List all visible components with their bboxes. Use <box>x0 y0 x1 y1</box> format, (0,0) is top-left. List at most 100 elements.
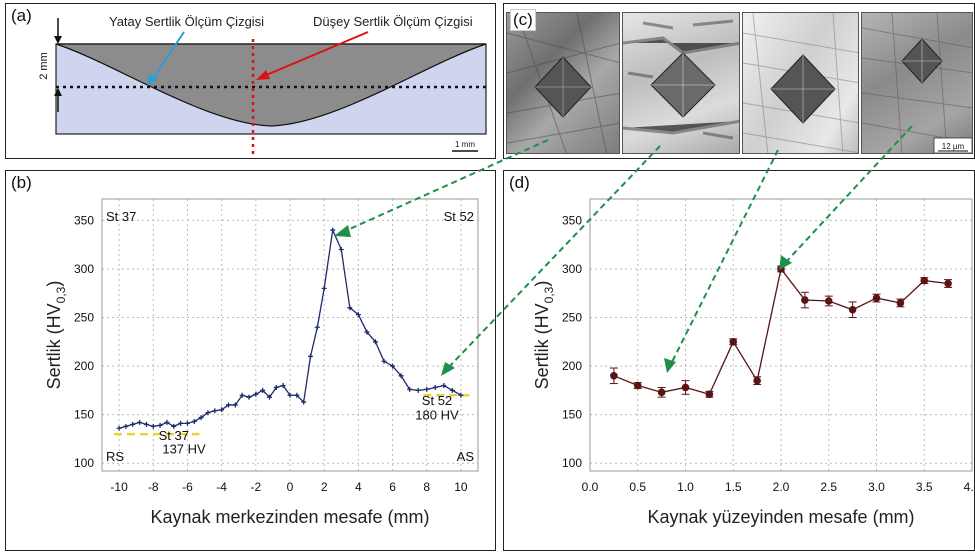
panel-d: 100 150 200 250 300 350 0.0 0.5 1.0 1.5 2.0 2.5 3.0 3… <box>503 170 975 551</box>
x-tick-label: 2.0 <box>773 480 790 494</box>
chart-b: 100 150 200 250 300 350 -10 -8 -6 -4 -2 0 2 4 6 8 10 Kayn… <box>44 198 479 527</box>
data-point <box>184 420 190 426</box>
depth-arrowhead-bottom <box>54 88 62 96</box>
y-tick-label: 350 <box>74 213 94 227</box>
y-tick-label: 250 <box>74 311 94 325</box>
panel-label-b: (b) <box>9 173 34 193</box>
data-point <box>415 387 421 393</box>
scale-label-c: 12 µm <box>942 142 965 151</box>
micrograph-2-texture <box>623 19 739 140</box>
data-point <box>338 247 344 253</box>
data-point <box>364 329 370 335</box>
data-point <box>232 402 238 408</box>
data-point <box>753 376 761 385</box>
horizontal-callout-arrowhead <box>147 74 158 86</box>
data-point <box>294 392 300 398</box>
data-point <box>330 227 336 233</box>
x-tick-label: 10 <box>454 480 468 494</box>
x-tick-label: -10 <box>110 480 128 494</box>
data-point <box>920 276 929 285</box>
data-point <box>308 353 314 359</box>
data-point <box>225 402 231 408</box>
horizontal-callout-arrow <box>151 31 185 81</box>
micrograph-1-texture <box>507 13 619 153</box>
data-point <box>260 387 266 393</box>
data-point <box>150 423 156 429</box>
y-tick-label: 350 <box>562 213 582 227</box>
data-point <box>301 399 307 405</box>
annotation-st52-top: St 52 <box>444 209 474 224</box>
data-point <box>266 394 272 400</box>
micrograph-4: 12 µm <box>861 12 973 154</box>
x-tick-label: 8 <box>423 480 430 494</box>
panel-label-a: (a) <box>9 6 34 26</box>
y-tick-label: 150 <box>74 408 94 422</box>
data-point <box>801 296 809 304</box>
annotation-as: AS <box>457 449 475 464</box>
y-axis-label: Sertlik (HV0,3) <box>532 281 556 390</box>
data-point <box>407 386 413 392</box>
y-axis-label: Sertlik (HV0,3) <box>44 281 68 390</box>
scale-box-c <box>933 137 972 153</box>
x-tick-label: 0.5 <box>629 480 646 494</box>
y-tick-label: 300 <box>562 262 582 276</box>
x-tick-label: 2.5 <box>820 480 837 494</box>
y-axis-label-main: Sertlik (HV <box>44 303 64 389</box>
data-point <box>123 423 129 429</box>
annotation-rs: RS <box>106 449 124 464</box>
data-point <box>848 305 857 314</box>
data-point <box>458 392 464 398</box>
x-tick-label: -2 <box>250 480 261 494</box>
data-point <box>198 415 204 421</box>
data-point <box>729 338 738 346</box>
micrograph-2 <box>622 12 740 154</box>
micrograph-1 <box>506 12 620 154</box>
data-point <box>657 388 666 397</box>
y-axis-label-close: ) <box>44 281 64 287</box>
panel-label-d: (d) <box>507 173 532 193</box>
x-tick-label: 2 <box>321 480 328 494</box>
data-point <box>441 383 447 389</box>
x-tick-label: -6 <box>182 480 193 494</box>
data-point <box>432 384 438 390</box>
data-point <box>372 339 378 345</box>
x-tick-label: 4.0 <box>964 480 973 494</box>
x-tick-label: 1.0 <box>677 480 694 494</box>
data-point <box>449 387 455 393</box>
scale-label-a: 1 mm <box>455 140 475 149</box>
y-axis-label-sub: 0,3 <box>54 286 68 303</box>
annotation-st37-value: 137 HV <box>162 442 206 457</box>
panel-label-c: (c) <box>510 9 536 31</box>
weld-schematic: 2 mm Yatay Sertlik Ölçüm Çizgisi Düşey S… <box>38 14 487 156</box>
x-tick-label: 4 <box>355 480 362 494</box>
y-axis-label-sub: 0,3 <box>542 286 556 303</box>
data-point <box>610 372 618 380</box>
data-point <box>321 285 327 291</box>
vertical-callout-arrow <box>263 31 369 77</box>
chart-d: 100 150 200 250 300 350 0.0 0.5 1.0 1.5 2.0 2.5 3.0 3… <box>532 198 973 527</box>
data-point <box>280 383 286 389</box>
panel-a: 2 mm Yatay Sertlik Ölçüm Çizgisi Düşey S… <box>5 3 496 159</box>
data-point <box>116 425 122 431</box>
data-point <box>191 418 197 424</box>
x-tick-label: 1.5 <box>725 480 742 494</box>
data-point <box>130 421 136 427</box>
data-point <box>137 419 143 425</box>
data-point <box>872 294 881 302</box>
micrograph-3 <box>742 12 859 154</box>
data-point <box>398 373 404 379</box>
data-point <box>205 410 211 416</box>
micrograph-4-texture: 12 µm <box>862 13 972 153</box>
data-point <box>944 279 952 288</box>
data-point <box>171 423 177 429</box>
data-point <box>381 358 387 364</box>
data-point <box>347 305 353 311</box>
x-axis-label: Kaynak merkezinden mesafe (mm) <box>150 507 429 527</box>
y-tick-label: 300 <box>74 262 94 276</box>
y-tick-label: 100 <box>562 456 582 470</box>
annotation-st37-ref: St 37 <box>159 428 189 443</box>
data-point <box>239 392 245 398</box>
x-tick-label: 0.0 <box>582 480 599 494</box>
data-point <box>824 297 833 305</box>
data-point <box>246 394 252 400</box>
